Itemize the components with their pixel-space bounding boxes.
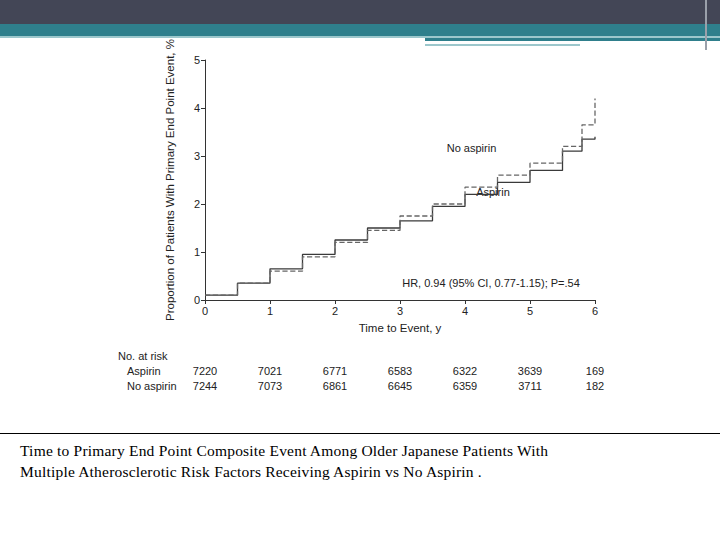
- svg-text:2: 2: [194, 198, 200, 210]
- svg-text:HR, 0.94 (95% CI, 0.77-1.15);: HR, 0.94 (95% CI, 0.77-1.15); P=.54: [402, 277, 580, 289]
- svg-text:Aspirin: Aspirin: [127, 365, 161, 377]
- svg-text:Proportion of Patients With Pr: Proportion of Patients With Primary End …: [164, 39, 176, 321]
- svg-text:5: 5: [194, 54, 200, 66]
- svg-text:182: 182: [586, 380, 604, 392]
- svg-text:No aspirin: No aspirin: [447, 142, 497, 154]
- svg-text:7220: 7220: [193, 365, 217, 377]
- svg-text:0: 0: [202, 305, 208, 317]
- svg-text:6583: 6583: [388, 365, 412, 377]
- svg-text:No aspirin: No aspirin: [127, 380, 177, 392]
- html-text:Time to Primary End Point Comp: Time to Primary End Point Composite Even…: [20, 442, 549, 459]
- svg-text:5: 5: [527, 305, 533, 317]
- svg-text:No. at risk: No. at risk: [118, 350, 168, 362]
- svg-text:0: 0: [194, 294, 200, 306]
- svg-text:7073: 7073: [258, 380, 282, 392]
- svg-text:Aspirin: Aspirin: [476, 186, 510, 198]
- svg-text:7244: 7244: [193, 380, 217, 392]
- svg-text:3: 3: [194, 150, 200, 162]
- svg-text:6861: 6861: [323, 380, 347, 392]
- svg-text:3: 3: [397, 305, 403, 317]
- svg-text:6771: 6771: [323, 365, 347, 377]
- svg-text:7021: 7021: [258, 365, 282, 377]
- svg-text:4: 4: [462, 305, 468, 317]
- html-text:Multiple Atherosclerotic Risk: Multiple Atherosclerotic Risk Factors Re…: [20, 463, 482, 480]
- svg-text:3639: 3639: [518, 365, 542, 377]
- svg-text:6322: 6322: [453, 365, 477, 377]
- svg-text:4: 4: [194, 102, 200, 114]
- svg-text:Time to Event, y: Time to Event, y: [359, 322, 442, 334]
- svg-text:1: 1: [267, 305, 273, 317]
- svg-text:2: 2: [332, 305, 338, 317]
- svg-text:1: 1: [194, 246, 200, 258]
- svg-text:6359: 6359: [453, 380, 477, 392]
- svg-text:6645: 6645: [388, 380, 412, 392]
- svg-text:3711: 3711: [518, 380, 542, 392]
- svg-text:169: 169: [586, 365, 604, 377]
- svg-text:6: 6: [592, 305, 598, 317]
